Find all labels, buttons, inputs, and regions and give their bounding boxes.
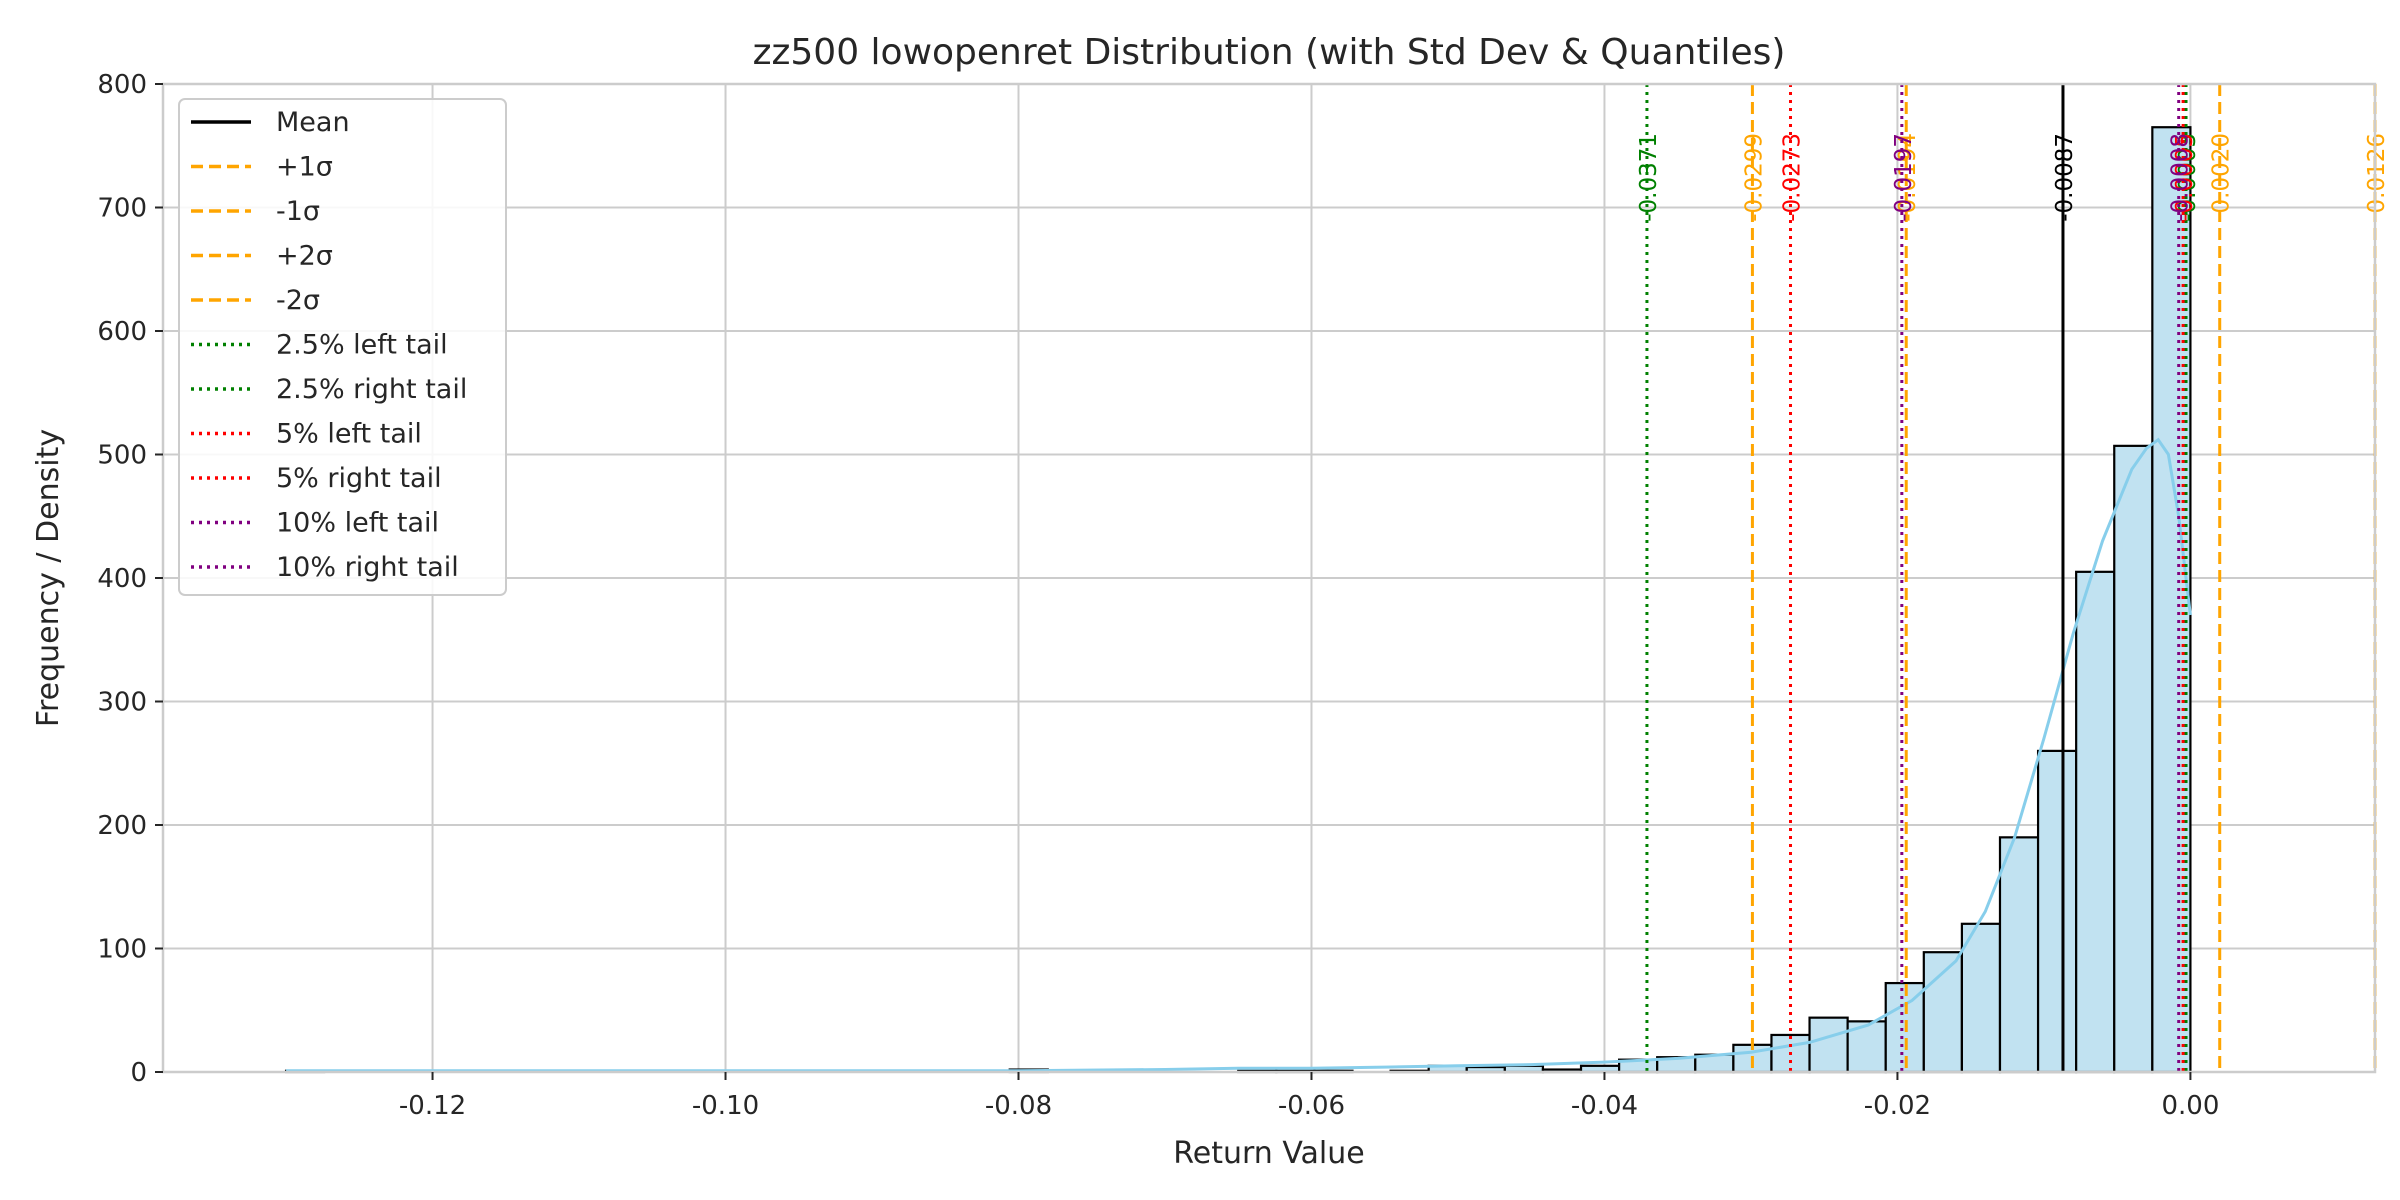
legend-label: 5% right tail [276, 463, 442, 494]
y-tick-label: 200 [97, 811, 147, 841]
legend-label: +2σ [276, 241, 333, 272]
legend-box [178, 98, 507, 596]
legend-label: 5% left tail [276, 419, 422, 450]
y-tick-label: 300 [97, 688, 147, 718]
y-tick-label: 100 [97, 935, 147, 965]
reference-line-label: -0.0008 [2168, 133, 2194, 222]
y-tick-label: 600 [97, 317, 147, 347]
y-tick-label: 700 [97, 194, 147, 224]
x-axis-ticks: -0.12 -0.10 -0.08 -0.06 -0.04 -0.02 0.00 [399, 1072, 2219, 1121]
histogram-bar [2036, 749, 2078, 1074]
reference-line-label: -0.0005 [2172, 133, 2198, 222]
legend: Mean +1σ -1σ +2σ -2σ 2.5% left tail 2.5% right… [178, 98, 507, 596]
x-tick-label: -0.02 [1864, 1091, 1931, 1121]
legend-label: 10% right tail [276, 552, 459, 583]
legend-label: -1σ [276, 196, 320, 227]
reference-line-label: -0.0194 [1895, 133, 1921, 222]
legend-label: Mean [276, 107, 350, 138]
y-tick-label: 500 [97, 441, 147, 471]
chart-title: zz500 lowopenret Distribution (with Std … [753, 32, 1786, 73]
histogram-bar [1922, 951, 1963, 1074]
x-tick-label: 0.00 [2161, 1091, 2219, 1121]
y-axis-ticks: 0 100 200 300 400 500 600 700 800 [97, 70, 163, 1088]
y-axis-label: Frequency / Density [31, 429, 66, 727]
reference-line-label: -0.0273 [1780, 133, 1806, 222]
x-tick-label: -0.12 [399, 1091, 466, 1121]
x-tick-label: -0.04 [1571, 1091, 1638, 1121]
reference-line-label: -0.0197 [1891, 133, 1917, 222]
histogram-bar [2075, 570, 2116, 1074]
x-axis-label: Return Value [1173, 1136, 1364, 1171]
reference-line-label: 0.0126 [2364, 133, 2390, 213]
reference-line-label: -0.0371 [1636, 133, 1662, 222]
y-tick-label: 800 [97, 70, 147, 100]
y-tick-label: 400 [97, 564, 147, 594]
x-tick-label: -0.10 [692, 1091, 759, 1121]
legend-label: 2.5% left tail [276, 330, 448, 361]
x-tick-label: -0.08 [985, 1091, 1052, 1121]
legend-label: 10% left tail [276, 508, 439, 539]
legend-label: +1σ [276, 152, 333, 183]
histogram-bar [1960, 922, 2002, 1074]
y-tick-label: 0 [130, 1058, 147, 1088]
reference-line-label: 0.0020 [2209, 133, 2235, 213]
histogram-bar [1998, 836, 2040, 1074]
reference-line-label: -0.0299 [1741, 133, 1767, 222]
x-tick-label: -0.06 [1278, 1091, 1345, 1121]
histogram-bar [1808, 1016, 1849, 1074]
histogram-bar [2113, 444, 2154, 1074]
legend-label: 2.5% right tail [276, 374, 467, 405]
legend-label: -2σ [276, 285, 320, 316]
reference-line-label: -0.0087 [2052, 133, 2078, 222]
